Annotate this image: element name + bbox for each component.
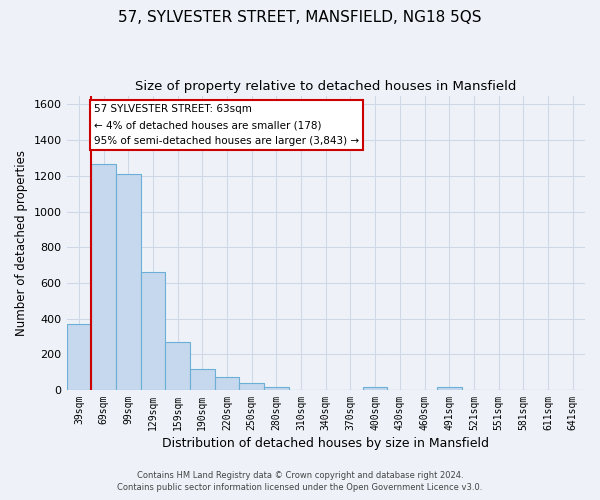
Bar	[215, 376, 239, 390]
Bar	[437, 388, 461, 390]
Y-axis label: Number of detached properties: Number of detached properties	[15, 150, 28, 336]
Bar	[190, 370, 215, 390]
Bar	[239, 383, 264, 390]
Bar	[140, 272, 165, 390]
Text: 57, SYLVESTER STREET, MANSFIELD, NG18 5QS: 57, SYLVESTER STREET, MANSFIELD, NG18 5Q…	[118, 10, 482, 25]
Bar	[264, 386, 289, 390]
Bar	[91, 164, 116, 390]
Text: Contains HM Land Registry data © Crown copyright and database right 2024.
Contai: Contains HM Land Registry data © Crown c…	[118, 471, 482, 492]
Bar	[67, 324, 91, 390]
X-axis label: Distribution of detached houses by size in Mansfield: Distribution of detached houses by size …	[162, 437, 489, 450]
Bar	[363, 388, 388, 390]
Text: 57 SYLVESTER STREET: 63sqm
← 4% of detached houses are smaller (178)
95% of semi: 57 SYLVESTER STREET: 63sqm ← 4% of detac…	[94, 104, 359, 146]
Bar	[165, 342, 190, 390]
Bar	[116, 174, 140, 390]
Title: Size of property relative to detached houses in Mansfield: Size of property relative to detached ho…	[135, 80, 517, 93]
